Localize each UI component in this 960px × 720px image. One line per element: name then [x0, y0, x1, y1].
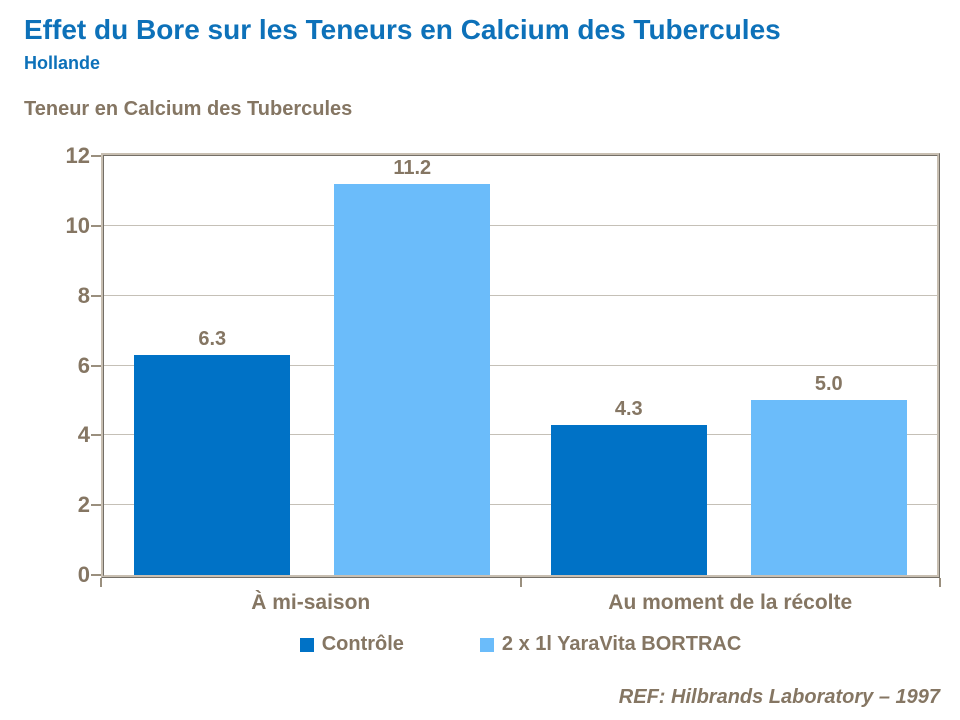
legend: Contrôle 2 x 1l YaraVita BORTRAC	[101, 633, 940, 656]
y-axis-tick-mark	[91, 364, 101, 367]
x-axis-labels: À mi-saison Au moment de la récolte	[101, 591, 940, 615]
y-axis-tick-mark	[91, 224, 101, 227]
x-axis-tick-mark	[519, 578, 522, 587]
y-axis-labels: 0 2 4 6 8 10 12	[20, 143, 90, 587]
gridline	[104, 364, 937, 366]
y-axis-ticks	[91, 153, 101, 578]
bar-value-label: 5.0	[814, 373, 843, 396]
plot-area: 6.3 11.2 4.3 5.0	[101, 153, 940, 578]
bar: 5.0	[750, 373, 907, 575]
legend-label: Contrôle	[321, 633, 404, 655]
y-axis-tick-label: 8	[77, 282, 90, 308]
legend-swatch-icon	[479, 637, 494, 652]
gridline	[104, 294, 937, 296]
legend-item: Contrôle	[299, 633, 404, 656]
bar-groups: 6.3 11.2 4.3 5.0	[104, 156, 937, 575]
gridline	[104, 434, 937, 436]
page-subtitle: Hollande	[24, 53, 101, 73]
bar: 4.3	[550, 398, 707, 575]
category-group: 4.3 5.0	[521, 156, 938, 575]
x-axis-tick-mark	[100, 578, 102, 587]
y-axis-tick-label: 6	[77, 352, 90, 378]
y-axis-tick-label: 0	[77, 562, 90, 587]
y-axis-tick-mark	[91, 574, 101, 576]
gridline	[104, 504, 937, 506]
legend-swatch-icon	[299, 637, 314, 652]
y-axis-tick-label: 12	[65, 143, 90, 168]
y-axis-tick-label: 10	[65, 212, 90, 238]
bar-value-label: 11.2	[393, 156, 432, 179]
gridline	[104, 224, 937, 226]
bar-value-label: 6.3	[198, 328, 227, 351]
x-axis-ticks	[100, 578, 941, 587]
x-axis-category-label: Au moment de la récolte	[608, 591, 853, 614]
bar-value-label: 4.3	[614, 397, 643, 420]
y-axis-tick-mark	[91, 434, 101, 437]
x-axis-category-label: À mi-saison	[251, 591, 371, 614]
y-axis-tick-label: 4	[77, 422, 90, 448]
reference-note: REF: Hilbrands Laboratory – 1997	[618, 686, 940, 708]
x-axis-tick-mark	[939, 578, 941, 587]
legend-item: 2 x 1l YaraVita BORTRAC	[479, 633, 742, 656]
legend-label: 2 x 1l YaraVita BORTRAC	[501, 633, 742, 655]
category-group: 6.3 11.2	[104, 156, 521, 575]
y-axis-tick-mark	[91, 504, 101, 507]
bar: 6.3	[134, 328, 291, 575]
page-title: Effet du Bore sur les Teneurs en Calcium…	[24, 14, 781, 45]
y-axis-tick-mark	[91, 294, 101, 297]
y-axis-tick-label: 2	[77, 492, 90, 518]
chart-title: Teneur en Calcium des Tubercules	[24, 98, 353, 120]
y-axis-tick-mark	[91, 155, 101, 157]
bar: 11.2	[334, 157, 491, 575]
